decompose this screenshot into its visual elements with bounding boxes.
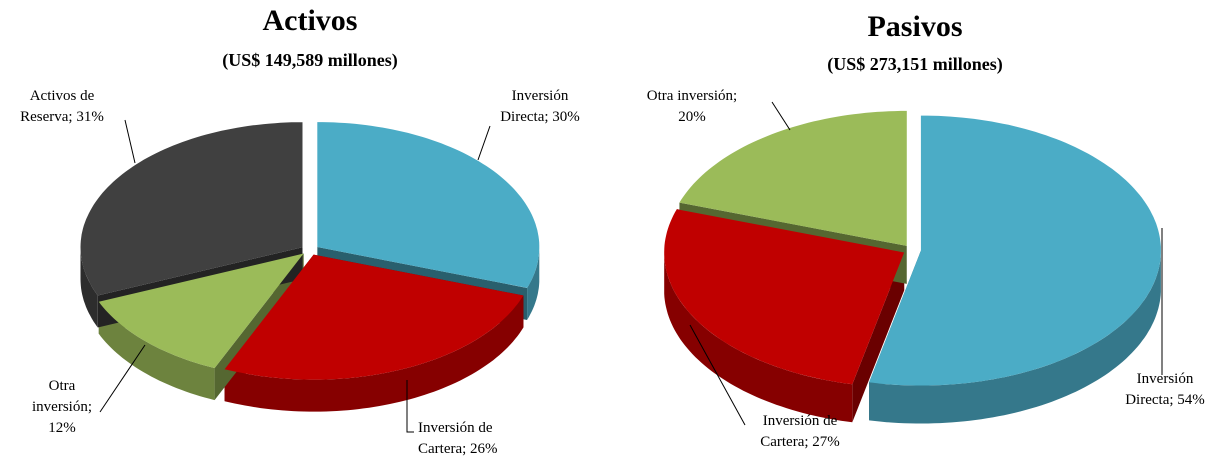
slice: [224, 254, 524, 380]
leader-line: [689, 324, 746, 426]
slice-side: [224, 295, 524, 412]
slice: [664, 209, 905, 385]
chart-subtitle: (US$ 273,151 millones): [827, 54, 1003, 75]
chart-title: Pasivos: [867, 10, 962, 43]
leader-line: [124, 119, 136, 164]
data-label: Directa; 30%: [500, 109, 580, 125]
slice: [80, 122, 303, 296]
leader-line: [99, 344, 146, 413]
slice-side: [869, 250, 1161, 424]
data-label: 20%: [678, 109, 706, 125]
slice: [98, 253, 304, 369]
data-label: 12%: [48, 420, 76, 436]
slice-cut: [852, 252, 905, 423]
data-label: Otra: [49, 378, 76, 394]
data-label: Otra inversión;: [647, 88, 737, 104]
data-label: Cartera; 26%: [418, 441, 498, 457]
slice-side: [527, 247, 540, 320]
slice: [679, 110, 907, 246]
leader-line: [406, 380, 414, 433]
data-label: Inversión: [512, 88, 569, 104]
data-label: Inversión: [1137, 371, 1194, 387]
data-label: Reserva; 31%: [20, 109, 104, 125]
slice: [869, 115, 1161, 386]
leader-line: [771, 101, 791, 131]
slice-side: [664, 252, 853, 423]
slice-side: [98, 301, 215, 401]
slice: [317, 122, 540, 288]
leader-line: [477, 125, 491, 161]
data-label: inversión;: [32, 399, 92, 415]
data-label: Activos de: [30, 88, 95, 104]
data-label: Cartera; 27%: [760, 434, 840, 450]
chart-title: Activos: [263, 4, 358, 37]
chart-subtitle: (US$ 149,589 millones): [222, 50, 398, 71]
data-label: Inversión de: [418, 420, 493, 436]
slice-side: [80, 247, 98, 328]
data-label: Inversión de: [763, 413, 838, 429]
data-label: Directa; 54%: [1125, 392, 1205, 408]
